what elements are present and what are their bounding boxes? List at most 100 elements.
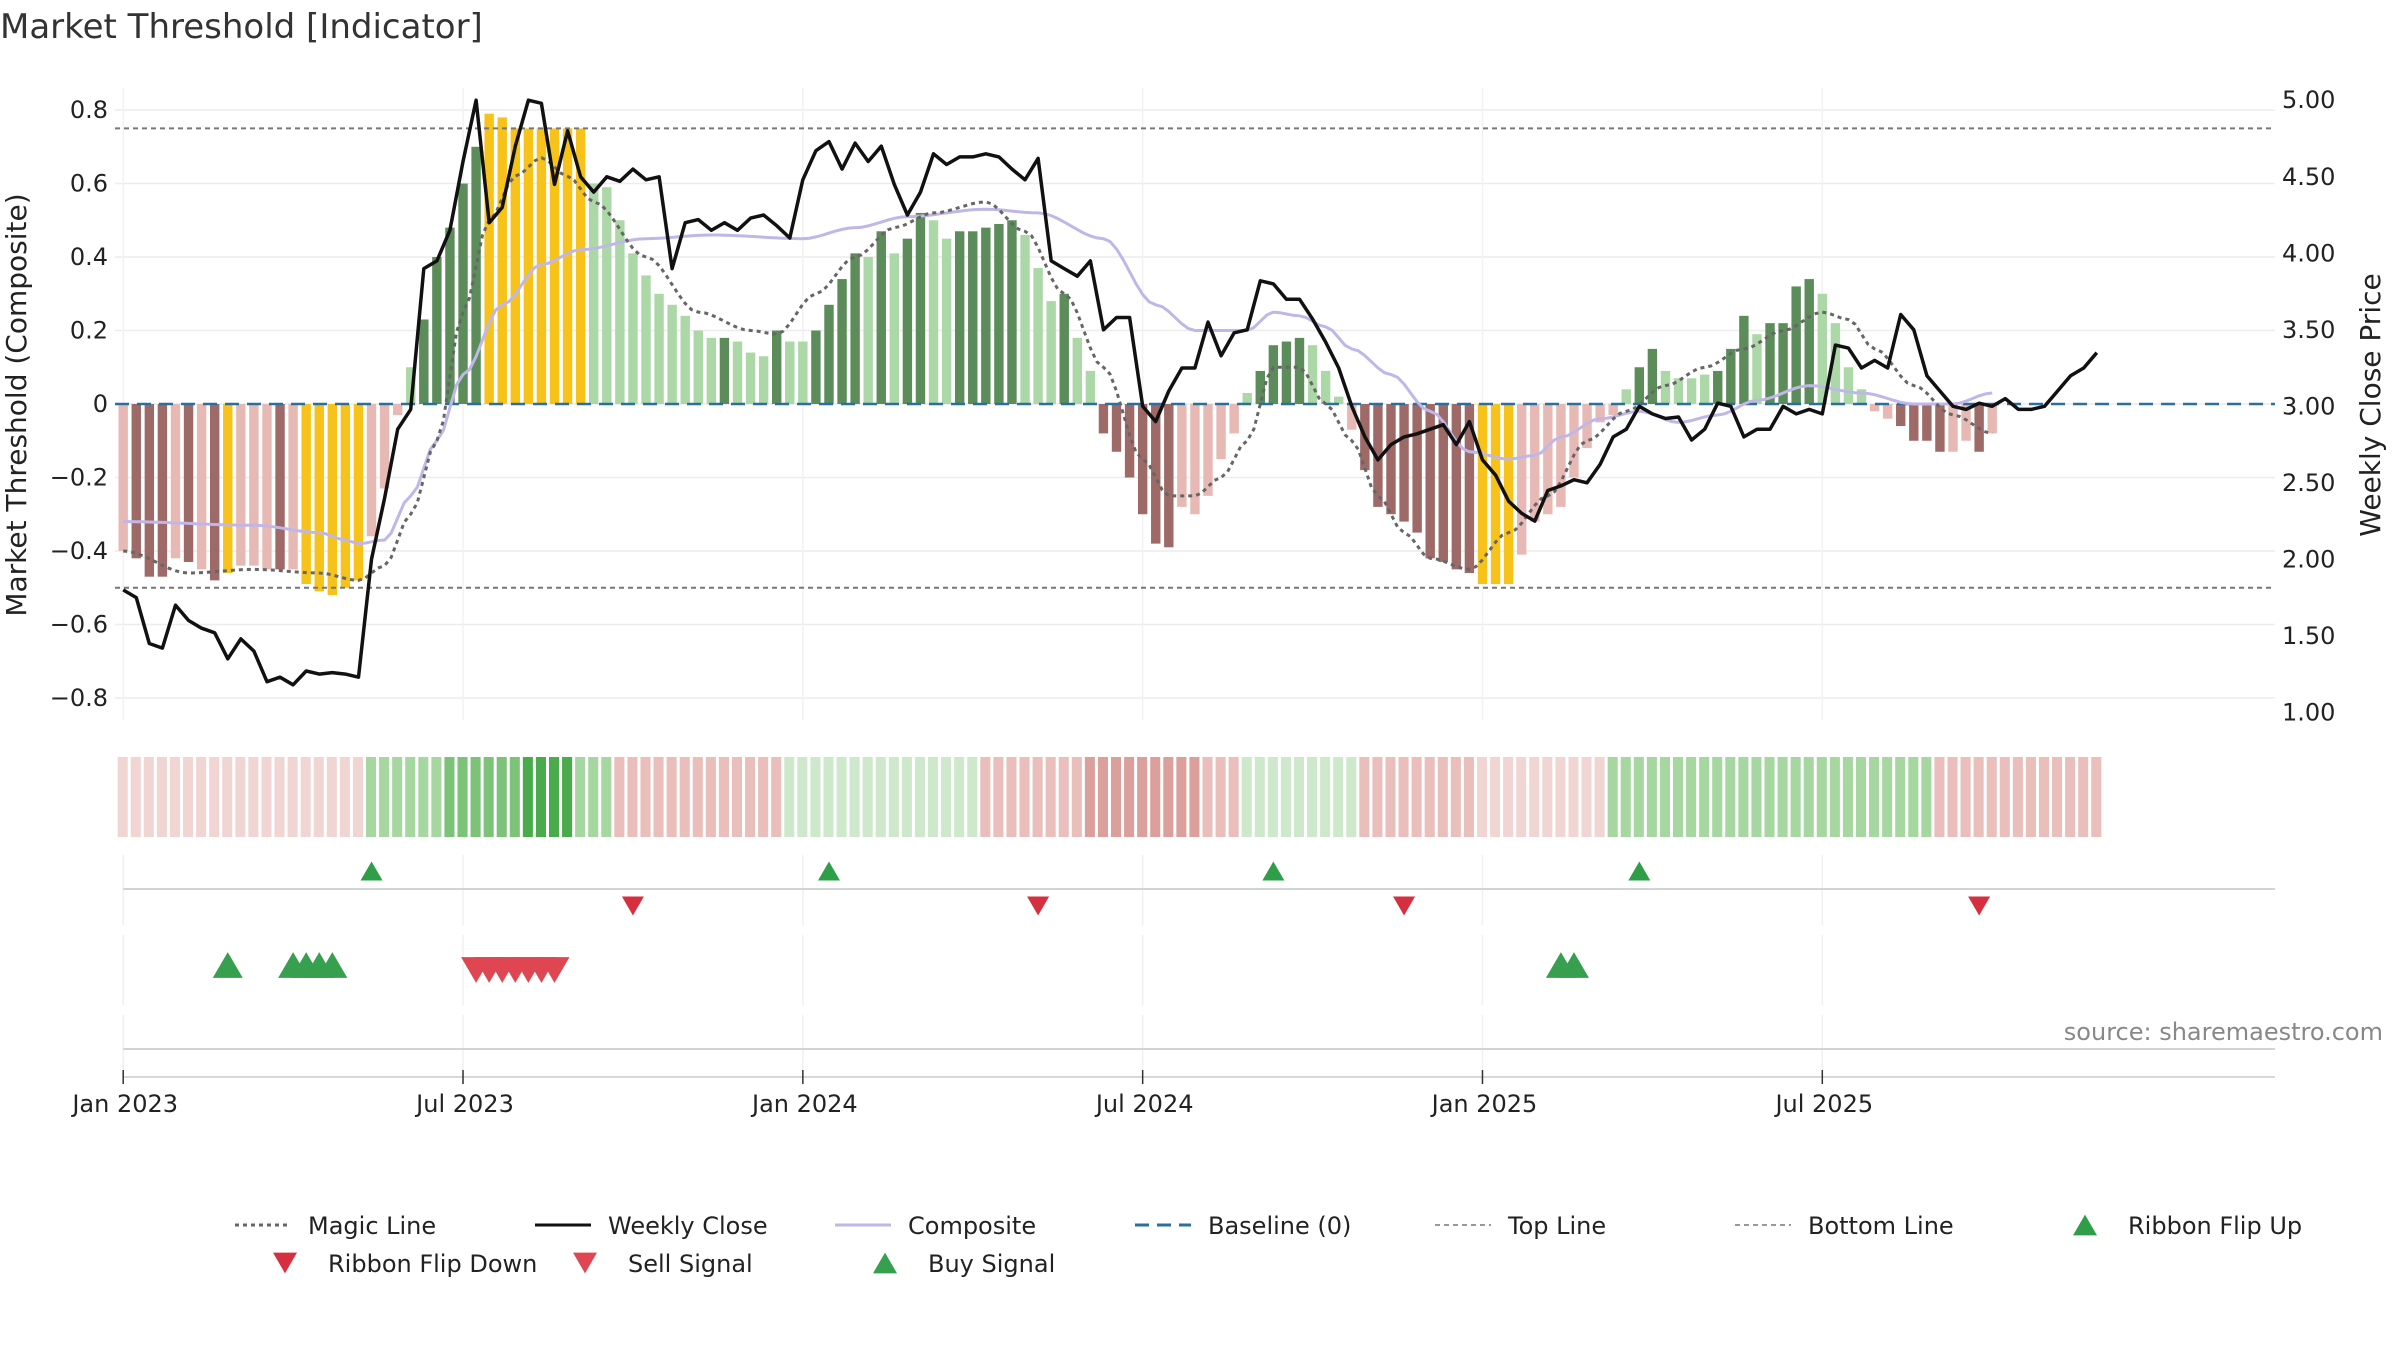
composite-bar: [432, 257, 442, 404]
ribbon-cell: [1437, 757, 1448, 837]
composite-bar: [1673, 378, 1684, 404]
composite-bar: [1791, 286, 1801, 404]
composite-bar: [1569, 404, 1579, 478]
buy-signal-marker: [212, 952, 243, 978]
x-tick-label: Jan 2023: [70, 1090, 178, 1118]
ribbon-cell: [1777, 757, 1788, 837]
composite-bar: [1699, 374, 1710, 404]
composite-bar: [811, 330, 821, 404]
ribbon-cell: [1476, 757, 1488, 837]
composite-bar: [1869, 404, 1880, 412]
ribbon-cell: [1764, 757, 1775, 837]
ribbon-flip-down-marker: [1027, 896, 1050, 916]
composite-bar: [1503, 404, 1514, 585]
ribbon-cell: [1607, 757, 1618, 837]
legend-label: Weekly Close: [608, 1212, 768, 1240]
composite-bar: [1190, 404, 1200, 515]
composite-bar: [379, 404, 390, 489]
composite-bar: [1412, 404, 1422, 533]
legend-item: Buy Signal: [873, 1250, 1055, 1278]
ribbon-cell: [261, 757, 272, 837]
composite-bar: [745, 352, 756, 404]
composite-bar: [223, 404, 233, 574]
ribbon-cell: [1633, 757, 1644, 837]
ribbon-cell: [169, 757, 181, 837]
right-tick-label: 3.50: [2282, 316, 2335, 344]
ribbon-cell: [143, 757, 154, 837]
composite-bar: [366, 404, 377, 537]
composite-bar: [1726, 348, 1736, 404]
composite-bar: [902, 238, 913, 404]
ribbon-cell: [1568, 757, 1579, 837]
composite-bar: [1399, 404, 1409, 522]
legend-swatch: [2073, 1214, 2097, 1236]
ribbon-cell: [483, 757, 494, 837]
ribbon-cell: [1124, 757, 1135, 837]
left-tick-label: 0.2: [70, 317, 108, 345]
composite-bar: [889, 253, 900, 404]
legend-swatch: [273, 1252, 297, 1274]
composite-bar: [680, 315, 690, 404]
composite-bar: [1595, 404, 1605, 423]
ribbon-cell: [300, 757, 311, 837]
ribbon-cell: [836, 757, 847, 837]
legend-label: Sell Signal: [628, 1250, 753, 1278]
composite-bar: [1268, 345, 1279, 404]
ribbon-cell: [666, 757, 677, 837]
ribbon-cell: [1019, 757, 1030, 837]
composite-bar: [1608, 404, 1618, 416]
ribbon-cell: [405, 757, 416, 837]
ribbon-cell: [823, 757, 834, 837]
ribbon-cell: [1803, 757, 1814, 837]
composite-bar: [1059, 293, 1069, 404]
ribbon-cell: [1712, 757, 1723, 837]
composite-bar: [1543, 404, 1553, 515]
composite-bar: [1425, 404, 1435, 559]
composite-bar: [510, 128, 521, 404]
left-tick-label: −0.8: [50, 684, 108, 712]
composite-bar: [183, 404, 194, 562]
composite-bar: [484, 113, 494, 404]
legend-item: Weekly Close: [535, 1212, 768, 1240]
ribbon-cell: [1450, 757, 1461, 837]
ribbon-cell: [1254, 757, 1265, 837]
ribbon-cell: [1816, 757, 1827, 837]
ribbon-cell: [274, 757, 285, 837]
composite-bar: [1477, 404, 1488, 585]
ribbon-cell: [1581, 757, 1592, 837]
ribbon-cell: [993, 757, 1004, 837]
composite-bar: [915, 212, 926, 404]
composite-bar: [471, 146, 481, 404]
ribbon-cell: [1790, 757, 1801, 837]
ribbon-cell: [2052, 757, 2063, 837]
composite-bar: [458, 183, 468, 404]
ribbon-cell: [1973, 757, 1984, 837]
ribbon-cell: [784, 757, 795, 837]
composite-bar: [497, 117, 507, 404]
ribbon-cell: [575, 757, 586, 837]
composite-bar: [954, 231, 965, 404]
ribbon-cell: [954, 757, 965, 837]
weekly-close-line: [122, 98, 2099, 687]
composite-bar: [1151, 404, 1161, 544]
ribbon-cell: [1908, 757, 1919, 837]
composite-bar: [236, 404, 246, 566]
ribbon-cell: [248, 757, 259, 837]
ribbon-cell: [1529, 757, 1540, 837]
ribbon-cell: [941, 757, 952, 837]
composite-bar: [1843, 367, 1854, 404]
composite-bar: [1817, 293, 1828, 404]
composite-bar: [1033, 268, 1043, 404]
composite-bar: [941, 238, 952, 404]
composite-bar: [549, 128, 560, 404]
ribbon-cell: [1503, 757, 1514, 837]
composite-bar: [1582, 404, 1592, 449]
legend-swatch: [573, 1252, 597, 1274]
composite-bar: [798, 341, 808, 404]
legend-item: Magic Line: [235, 1212, 436, 1240]
composite-bar: [719, 337, 730, 404]
composite-bar: [615, 220, 625, 404]
ribbon-cell: [849, 757, 860, 837]
left-tick-label: 0.8: [70, 96, 108, 124]
ribbon-cell: [470, 757, 481, 837]
